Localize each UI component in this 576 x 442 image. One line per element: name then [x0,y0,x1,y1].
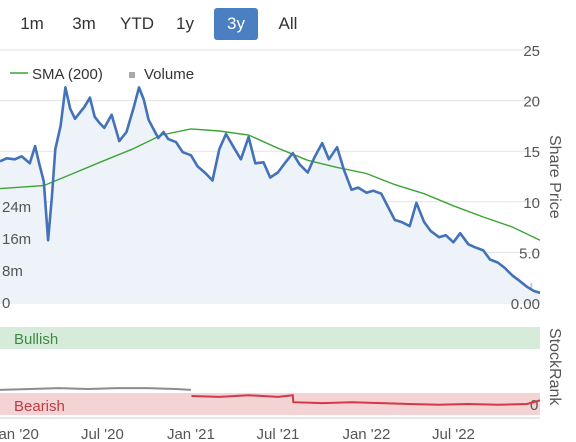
range-button-all[interactable]: All [278,14,298,33]
x-tick-label: Jan '22 [342,426,390,442]
x-tick-label: Jan '21 [167,426,215,442]
range-button-3y[interactable]: 3y [214,8,258,40]
volume-tick-label: 0 [2,295,10,312]
range-button-1y[interactable]: 1y [176,14,194,33]
stockrank-line-past [0,387,191,391]
price-tick-label: 15 [523,144,540,161]
x-tick-label: Jul '22 [432,426,475,442]
stockrank-axis-title: StockRank [546,328,563,406]
legend-sma-label: SMA (200) [32,66,103,83]
bullish-band [0,327,540,349]
price-tick-label: 20 [523,94,540,111]
price-area [0,87,540,304]
range-selector: 1m 3m YTD 1y 3y All [0,8,330,42]
legend-volume-label: Volume [144,66,194,83]
bullish-label: Bullish [14,331,58,348]
legend-volume-swatch [129,72,135,78]
volume-tick-label: 16m [2,231,31,248]
range-button-ytd[interactable]: YTD [120,14,154,33]
sma-line [0,128,541,241]
x-tick-label: Jan '20 [0,426,39,442]
volume-tick-label: 8m [2,263,23,280]
stockrank-zero-label: 0 [530,397,538,414]
price-tick-label: 25 [523,43,540,60]
x-tick-label: Jul '20 [81,426,124,442]
bearish-label: Bearish [14,398,65,415]
stockrank-line [191,394,541,406]
share-price-axis-title: Share Price [546,135,563,219]
price-line [0,86,541,295]
price-tick-label: 0.00 [511,296,540,313]
x-tick-label: Jul '21 [256,426,299,442]
price-tick-label: 5.0 [519,245,540,262]
price-tick-label: 10 [523,195,540,212]
range-button-1m[interactable]: 1m [20,14,44,33]
volume-tick-label: 24m [2,199,31,216]
range-button-3m[interactable]: 3m [72,14,96,33]
bearish-band [0,393,540,415]
